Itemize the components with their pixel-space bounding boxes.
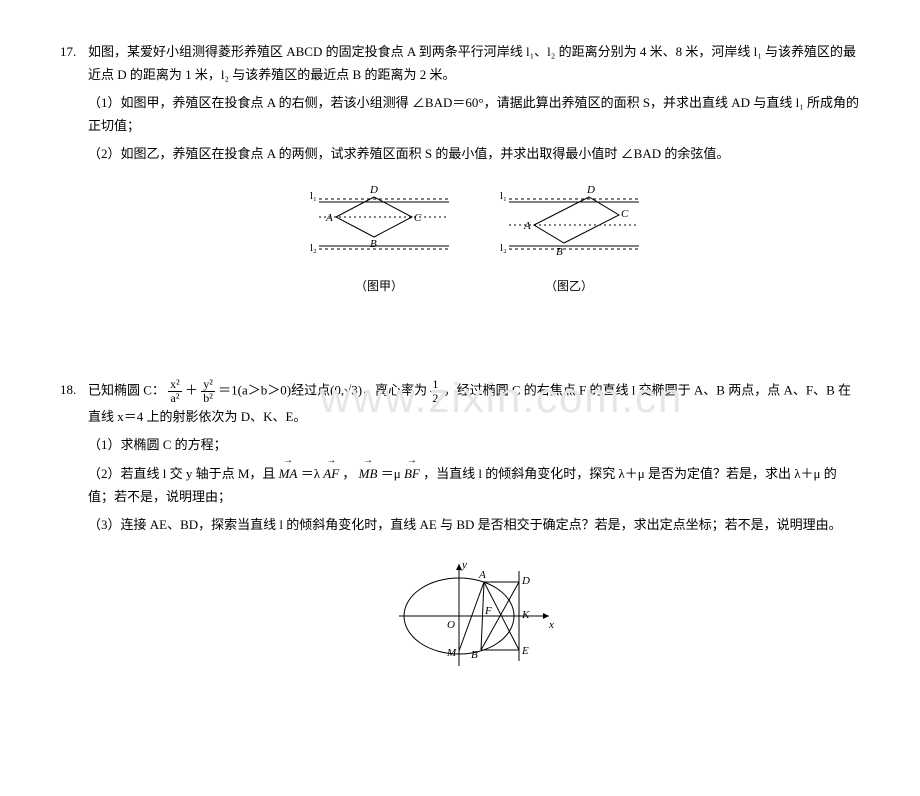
subquestion-2: （2）如图乙，养殖区在投食点 A 的两侧，试求养殖区面积 S 的最小值，并求出取… xyxy=(88,142,860,165)
sub2-pre: （2）若直线 l 交 y 轴于点 M，且 xyxy=(88,466,279,481)
label-O: O xyxy=(447,619,455,631)
figure-jia-svg: l₁ l₂ A D C B xyxy=(304,177,454,267)
figure-caption: （图乙） xyxy=(494,276,644,298)
figure-caption: （图甲） xyxy=(304,276,454,298)
label-l2: l₂ xyxy=(500,242,507,254)
ellipse-svg: y x O A D F K B E M xyxy=(389,556,559,676)
label-E: E xyxy=(521,645,529,657)
figure-yi-svg: l₁ l₂ A D C B xyxy=(494,177,644,267)
label-D: D xyxy=(586,184,595,196)
label-C: C xyxy=(414,212,422,224)
label-B: B xyxy=(471,649,478,661)
problem-body: 已知椭圆 C： x²a² ＋ y²b² ＝1(a＞b＞0)经过点(0,√3)，离… xyxy=(88,378,860,676)
problem-body: 如图，某爱好小组测得菱形养殖区 ABCD 的固定投食点 A 到两条平行河岸线 l… xyxy=(88,40,860,298)
subquestion-1: （1）如图甲，养殖区在投食点 A 的右侧，若该小组测得 ∠BAD＝60°，请据此… xyxy=(88,91,860,138)
label-B: B xyxy=(556,246,563,258)
label-B: B xyxy=(370,238,377,250)
label-A: A xyxy=(478,569,486,581)
label-A: A xyxy=(325,212,333,224)
fraction-half: 12 xyxy=(430,378,440,405)
eq-mu: ＝μ xyxy=(381,466,401,481)
label-y: y xyxy=(461,559,467,571)
label-D: D xyxy=(521,575,530,587)
fraction-x: x²a² xyxy=(168,378,182,405)
figure-yi: l₁ l₂ A D C B （图乙） xyxy=(494,177,644,298)
vector-MA: MA xyxy=(279,460,298,485)
subquestion-3: （3）连接 AE、BD，探索当直线 l 的倾斜角变化时，直线 AE 与 BD 是… xyxy=(88,513,860,536)
label-F: F xyxy=(484,605,492,617)
problem-number: 17. xyxy=(60,40,88,298)
problem-intro: 已知椭圆 C： x²a² ＋ y²b² ＝1(a＞b＞0)经过点(0,√3)，离… xyxy=(88,378,860,429)
label-M: M xyxy=(446,647,457,659)
ellipse-figure: y x O A D F K B E M xyxy=(88,556,860,676)
problem-18: 18. 已知椭圆 C： x²a² ＋ y²b² ＝1(a＞b＞0)经过点(0,√… xyxy=(60,378,860,676)
intro-pre: 已知椭圆 C： xyxy=(88,383,165,398)
label-x: x xyxy=(548,619,554,631)
subquestion-2: （2）若直线 l 交 y 轴于点 M，且 MA ＝λ AF ， MB ＝μ BF… xyxy=(88,460,860,509)
vector-MB: MB xyxy=(359,460,378,485)
intro-mid1: ＝1(a＞b＞0)经过点(0,√3)，离心率为 xyxy=(218,383,427,398)
label-C: C xyxy=(621,208,629,220)
fraction-y: y²b² xyxy=(201,378,215,405)
label-l1: l₁ xyxy=(310,190,317,202)
label-l1: l₁ xyxy=(500,190,507,202)
figure-jia: l₁ l₂ A D C B （图甲） xyxy=(304,177,454,298)
subquestion-1: （1）求椭圆 C 的方程； xyxy=(88,433,860,456)
label-D: D xyxy=(369,184,378,196)
vector-AF: AF xyxy=(323,460,339,485)
figure-row: l₁ l₂ A D C B （图甲） l₁ xyxy=(88,177,860,298)
eq-lambda: ＝λ xyxy=(301,466,320,481)
problem-17: 17. 如图，某爱好小组测得菱形养殖区 ABCD 的固定投食点 A 到两条平行河… xyxy=(60,40,860,298)
label-A: A xyxy=(523,220,531,232)
label-K: K xyxy=(521,609,530,621)
label-l2: l₂ xyxy=(310,242,317,254)
vector-BF: BF xyxy=(404,460,420,485)
problem-number: 18. xyxy=(60,378,88,676)
problem-intro: 如图，某爱好小组测得菱形养殖区 ABCD 的固定投食点 A 到两条平行河岸线 l… xyxy=(88,40,860,87)
